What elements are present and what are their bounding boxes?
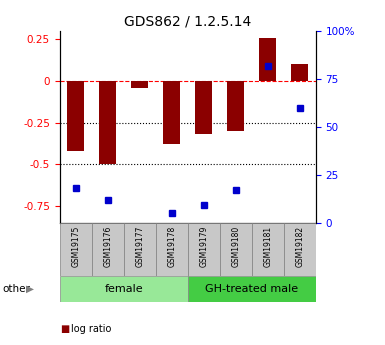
Bar: [188, 223, 220, 276]
Text: log ratio: log ratio: [71, 325, 112, 334]
Bar: [156, 223, 188, 276]
Text: GSM19178: GSM19178: [167, 226, 176, 267]
Title: GDS862 / 1.2.5.14: GDS862 / 1.2.5.14: [124, 14, 251, 29]
Text: GSM19179: GSM19179: [199, 226, 208, 267]
Text: GSM19181: GSM19181: [263, 226, 272, 267]
Text: GSM19176: GSM19176: [103, 226, 112, 267]
Bar: [60, 223, 92, 276]
Text: GSM19177: GSM19177: [135, 226, 144, 267]
Bar: [259, 38, 276, 81]
Bar: [131, 81, 149, 88]
Bar: [67, 81, 84, 151]
Bar: [252, 223, 284, 276]
Text: GSM19182: GSM19182: [295, 226, 304, 267]
Bar: [92, 223, 124, 276]
Bar: [163, 81, 181, 144]
Bar: [291, 65, 308, 81]
Text: ■: ■: [60, 325, 69, 334]
Text: ▶: ▶: [26, 284, 34, 294]
Bar: [195, 81, 213, 134]
Text: GH-treated male: GH-treated male: [205, 284, 298, 294]
Bar: [99, 81, 117, 164]
Bar: [227, 81, 244, 131]
Bar: [284, 223, 316, 276]
Bar: [60, 276, 188, 302]
Bar: [188, 276, 316, 302]
Text: GSM19175: GSM19175: [71, 226, 80, 267]
Bar: [220, 223, 252, 276]
Text: GSM19180: GSM19180: [231, 226, 240, 267]
Text: female: female: [104, 284, 143, 294]
Text: other: other: [2, 284, 30, 294]
Bar: [124, 223, 156, 276]
